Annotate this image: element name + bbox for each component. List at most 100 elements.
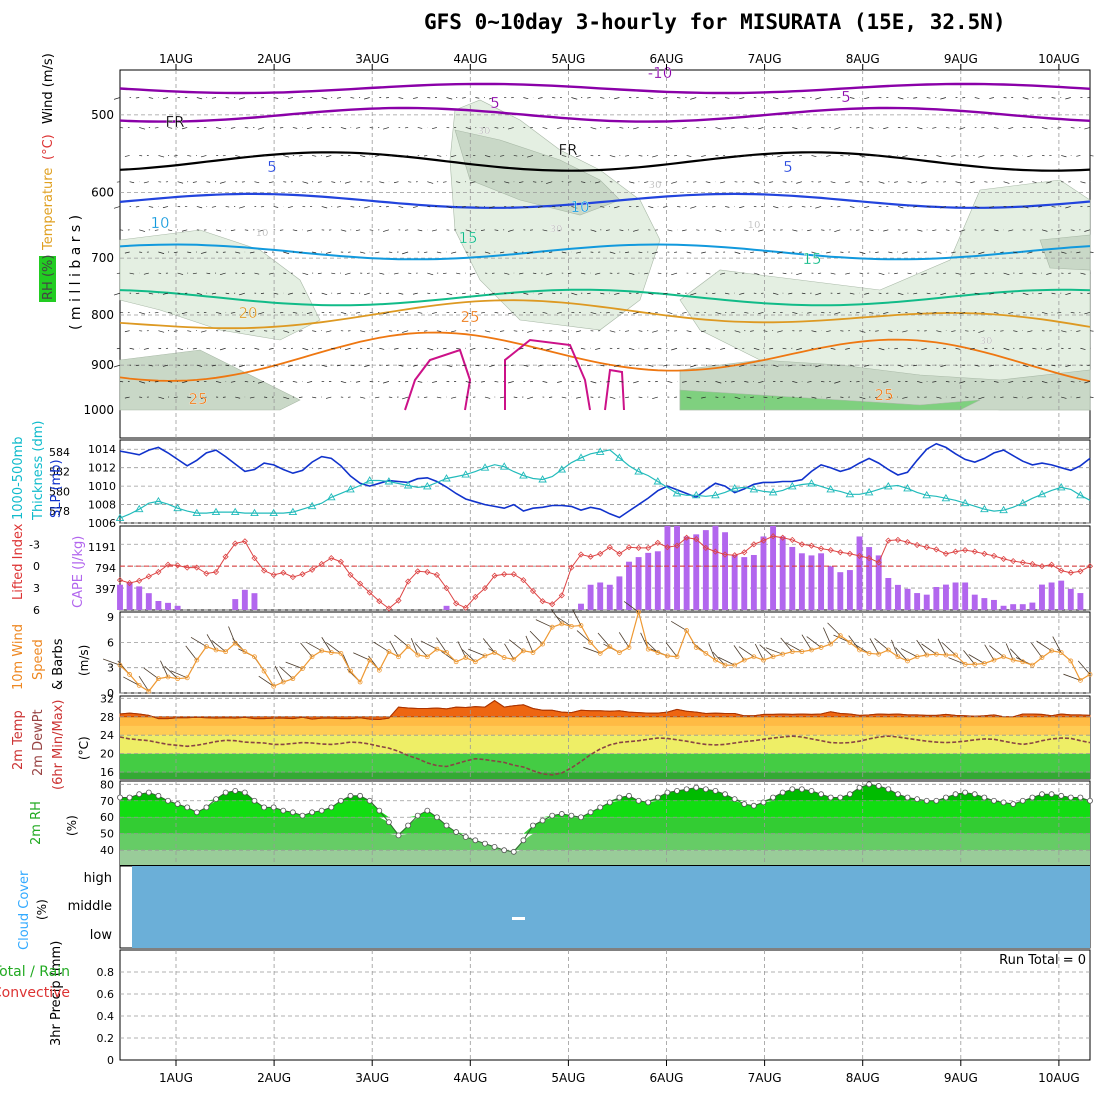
wind-barb [731,381,735,383]
rh-point [424,807,431,814]
pressure-tick: 600 [91,185,114,199]
wind-barb [1019,272,1023,275]
wind-barb [355,381,361,383]
wind-barb [450,396,457,399]
cape-bar [981,598,988,610]
wind-barb-10m [326,642,342,654]
pressure-tick: 900 [91,358,114,372]
rh-point [530,822,536,829]
wind-speed-point [280,679,286,685]
upper-ylabel: RH (%) Temperature (°C) Wind (m/s) [39,53,56,302]
wind-barb [1019,181,1023,183]
wind-speed-point [837,633,843,639]
wind-barb [325,396,332,399]
wind-barb [638,330,643,332]
wind-speed-point [1077,677,1083,683]
wind-barb [423,251,428,253]
li-point [789,536,796,543]
thickness-point [480,463,490,471]
cape-bar [654,551,661,610]
x-tick-bottom: 5AUG [551,1071,585,1085]
cape-bar [664,526,671,610]
wind-speed-point [472,659,478,665]
wind-barb [796,347,802,351]
li-point [856,552,863,559]
wind-barb [1008,127,1014,129]
rh-point [750,802,757,809]
wind-barb-10m [160,660,169,678]
wind-barb [614,292,620,295]
wind-barb [648,292,654,295]
thickness-point [346,485,355,493]
thickness-point [230,507,240,516]
wind-barb-10m [206,634,217,651]
temp-tick: 20 [100,748,114,761]
wind-barb [254,272,260,275]
wind-barb [989,292,995,295]
wind-barb [932,229,937,232]
wind-speed-point [136,683,142,688]
wind-barb [777,396,783,399]
wind-barb [113,97,121,100]
wind-barb [235,251,241,254]
wind-barb [360,155,366,158]
li-point [1048,561,1055,568]
x-tick-top: 2AUG [257,52,291,66]
wind-barb [340,311,347,315]
slp-tick: 1008 [88,499,116,512]
thickness-point [711,490,720,499]
temp-band [120,716,1090,726]
wind-barb [782,272,787,275]
wind-barb [244,311,249,314]
wind-barb [538,97,543,99]
wind-barb [959,127,966,130]
wind-barb [360,330,366,333]
wind-barb-10m [353,652,370,661]
wind-barb [143,347,149,350]
x-tick-top: 5AUG [551,52,585,66]
rh-point [1067,794,1074,801]
wind-barb [173,155,178,157]
x-tick-top: 8AUG [846,52,880,66]
wind-barb [321,364,328,368]
wind-barb [402,330,409,333]
wind-barb [859,330,866,333]
wind-barb [135,364,140,367]
wind-barb [1022,292,1029,296]
wind-barb-10m [436,637,447,653]
pressure-tick: 500 [91,108,114,122]
rh-point [165,797,171,804]
cape-bar [770,526,777,610]
li-tick: -3 [29,538,40,551]
wind-barb [355,127,361,129]
wind-barb [724,292,730,295]
wind-barb [1065,206,1071,209]
wind-barb [1089,330,1094,332]
wind-barb [196,292,203,295]
wind-barb [974,364,980,367]
wind-barb-10m [576,630,591,643]
wind-barb [518,272,524,275]
li-point [1019,559,1026,566]
wind-barb [705,272,711,275]
wind-barb [921,181,927,184]
wind-barb [1051,364,1056,367]
thickness-point [211,507,221,516]
li-point [347,571,354,578]
wind-barb [312,396,317,399]
wind-barb [360,251,366,254]
wind-barb [230,127,236,129]
temp-band [120,735,1090,754]
contour-label: 25 [188,390,207,408]
cape-bar [606,584,613,610]
wind-barb [211,364,217,367]
wind-speed-point [376,667,382,673]
li-point [212,568,220,576]
cape-bar [722,532,728,610]
rh-point [1029,794,1036,801]
wind-barb [902,330,908,333]
wind-barb-10m [305,641,322,652]
wind-barb-10m [258,675,274,687]
wind-barb [667,127,673,129]
wind-barb [894,272,898,275]
